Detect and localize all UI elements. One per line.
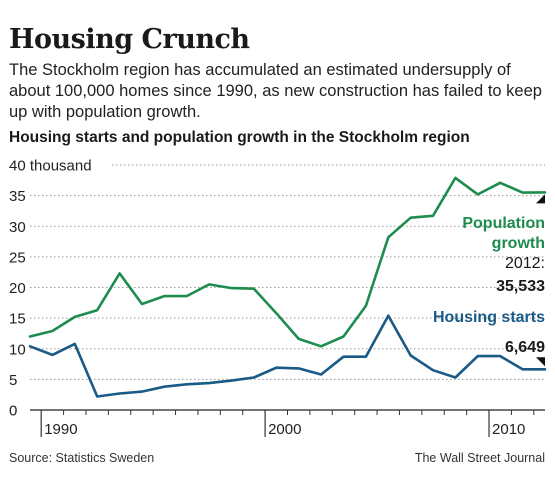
y-tick-label: 15 (9, 311, 26, 328)
x-axis-ticks: 1990 2000 2010 (40, 410, 535, 438)
gridlines (30, 164, 545, 411)
y-tick-label: 20 (9, 280, 26, 297)
population-value-label: 35,533 (496, 278, 545, 295)
housing-starts-label: Housing starts (433, 309, 545, 326)
publisher-credit: The Wall Street Journal (414, 451, 545, 465)
y-tick-label: 5 (9, 372, 17, 389)
series-line-housing-starts (28, 314, 547, 398)
y-tick-label: 35 (9, 188, 26, 205)
x-tick-label: 1990 (44, 421, 77, 438)
housing-pointer-marker (536, 357, 545, 367)
housing-starts-value-label: 6,649 (505, 339, 545, 356)
y-axis-ticks: 0 5 10 15 20 25 30 35 40 thousand (9, 158, 92, 420)
y-tick-label: 30 (9, 219, 26, 236)
y-tick-label: 0 (9, 403, 17, 420)
population-year-label: 2012: (505, 255, 545, 272)
series-lines (28, 176, 547, 398)
x-tick-label: 2000 (268, 421, 301, 438)
population-growth-label: growth (492, 235, 545, 252)
population-pointer-marker (536, 194, 545, 204)
x-tick-label: 2010 (492, 421, 525, 438)
annotations: Population growth 2012: 35,533 Housing start… (433, 194, 545, 367)
y-tick-label: 25 (9, 249, 26, 266)
y-tick-label: 10 (9, 341, 26, 358)
chart-title: Housing Crunch (9, 24, 250, 55)
chart-heading: Housing starts and population growth in … (9, 129, 470, 146)
source-note: Source: Statistics Sweden (9, 451, 155, 465)
chart-subtitle: The Stockholm region has accumulated an … (9, 61, 542, 121)
population-growth-label: Population (462, 215, 545, 232)
series-line-population-growth (28, 176, 547, 348)
y-tick-label: 40 thousand (9, 158, 92, 175)
